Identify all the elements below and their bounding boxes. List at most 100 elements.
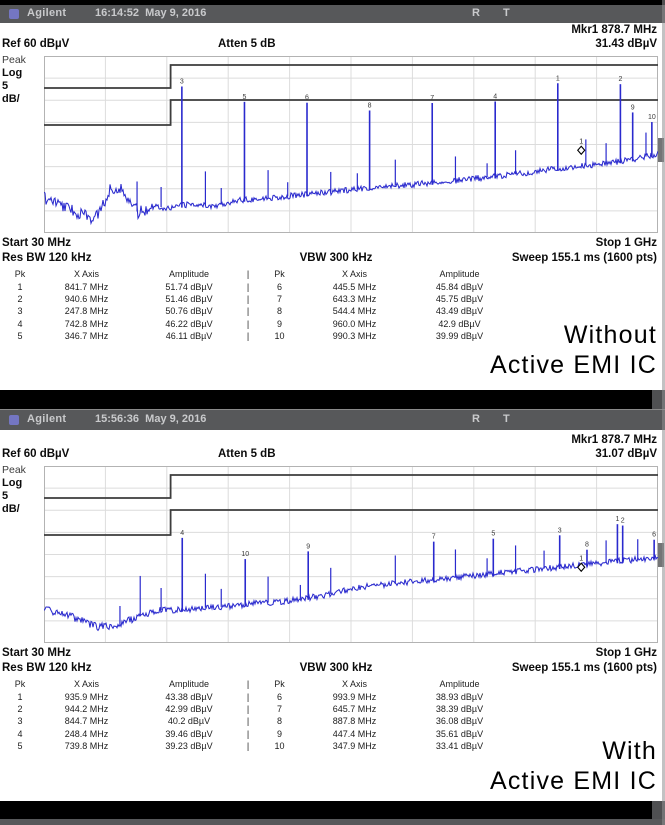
table-row: 5 739.8 MHz 39.23 dBµV | 10 347.9 MHz 33.41 dB… xyxy=(6,740,546,752)
analyzer-screenshot-without: Agilent 16:14:52 May 9, 2016 R T Mkr1 87… xyxy=(0,0,665,390)
peak-table-cell: 844.7 MHz xyxy=(64,716,109,727)
brand-label: Agilent xyxy=(27,413,67,425)
peak-number-label: 5 xyxy=(491,531,495,538)
peak-table-without: Pk X Axis Amplitude | Pk X Axis Amplitude 1 841.… xyxy=(6,268,546,342)
peak-table-header: Pk X Axis Amplitude | Pk X Axis Amplitude xyxy=(6,678,546,690)
peak-table-cell: 993.9 MHz xyxy=(332,691,377,702)
peak-number-label: 9 xyxy=(306,543,310,550)
bottom-black-bar xyxy=(0,801,665,819)
peak-number-label: 8 xyxy=(585,542,589,549)
marker-readout-amp: 31.43 dBµV xyxy=(595,38,657,50)
resbw-label: Res BW 120 kHz xyxy=(2,252,92,264)
marker-readout-freq: Mkr1 878.7 MHz xyxy=(571,24,657,36)
limit-line xyxy=(44,64,658,89)
peak-table-cell: 445.5 MHz xyxy=(332,281,377,292)
peak-table-cell: 9 xyxy=(276,318,282,329)
stop-freq-label: Stop 1 GHz xyxy=(595,237,657,249)
sweep-label: Sweep 155.1 ms (1600 pts) xyxy=(511,662,657,674)
peak-number-label: 4 xyxy=(180,530,184,537)
peak-number-label: 7 xyxy=(430,95,434,102)
scale-value-label: 5 xyxy=(2,80,9,92)
scale-unit-label: dB/ xyxy=(2,503,20,515)
peak-table-with: Pk X Axis Amplitude | Pk X Axis Amplitude 1 935.… xyxy=(6,678,546,752)
log-scale-label: Log xyxy=(2,477,23,489)
peak-table-cell: 43.49 dBµV xyxy=(435,306,484,317)
peak-table-cell: 8 xyxy=(276,716,282,727)
peak-table-cell: 33.41 dBµV xyxy=(435,741,484,752)
peak-table-cell: | xyxy=(246,691,250,702)
peak-table-cell: 742.8 MHz xyxy=(64,318,109,329)
peak-table-cell: 347.9 MHz xyxy=(332,741,377,752)
noise-floor-trace xyxy=(44,151,658,226)
peak-table-cell: 50.76 dBµV xyxy=(165,306,213,317)
peak-table-header-cell: X Axis xyxy=(73,679,99,690)
status-flag-t: T xyxy=(503,7,510,19)
peak-number-label: 7 xyxy=(432,534,436,541)
vbw-label: VBW 300 kHz xyxy=(299,252,373,264)
peak-table-cell: 46.11 dBµV xyxy=(165,331,213,342)
caption-without: Without Active EMI IC xyxy=(490,320,657,380)
peak-table-cell: 43.38 dBµV xyxy=(165,691,213,702)
peak-table-header-cell: Amplitude xyxy=(168,269,210,280)
peak-table-cell: 841.7 MHz xyxy=(64,281,109,292)
peak-table-cell: 5 xyxy=(17,741,23,752)
sweep-label: Sweep 155.1 ms (1600 pts) xyxy=(511,252,657,264)
peak-number-label: 3 xyxy=(180,78,184,85)
peak-number-label: 6 xyxy=(652,532,656,539)
peak-table-cell: 42.99 dBµV xyxy=(165,703,213,714)
peak-table-cell: | xyxy=(246,728,250,739)
caption-line-1: Without xyxy=(563,321,657,349)
peak-table-cell: 990.3 MHz xyxy=(332,331,377,342)
time-text: 16:14:52 xyxy=(95,7,140,19)
table-row: 2 940.6 MHz 51.46 dBµV | 7 643.3 MHz 45.75 dBµ… xyxy=(6,293,546,305)
atten-label: Atten 5 dB xyxy=(218,448,276,460)
peak-table-header-cell: Pk xyxy=(14,679,26,690)
caption-line-2: Active EMI IC xyxy=(489,767,657,795)
peak-table-cell: 51.74 dBµV xyxy=(165,281,213,292)
peak-table-cell: 248.4 MHz xyxy=(64,728,109,739)
agilent-logo-icon xyxy=(9,415,19,425)
peak-table-cell: 6 xyxy=(276,281,282,292)
peak-table-cell: 935.9 MHz xyxy=(64,691,109,702)
peak-number-label: 10 xyxy=(648,114,656,121)
limit-line xyxy=(44,474,658,499)
peak-table-cell: 447.4 MHz xyxy=(332,728,377,739)
timestamp: 16:14:52 May 9, 2016 xyxy=(95,7,206,19)
detector-label: Peak xyxy=(2,54,26,66)
peak-table-cell: 2 xyxy=(17,293,23,304)
peak-table-cell: 38.39 dBµV xyxy=(435,703,484,714)
peak-table-cell: 10 xyxy=(274,741,285,752)
peak-number-label: 8 xyxy=(368,102,372,109)
graticule-border xyxy=(44,56,658,233)
scrollbar-thumb[interactable] xyxy=(658,138,664,162)
bottom-gray-strip xyxy=(0,819,665,825)
agilent-logo-icon xyxy=(9,9,19,19)
date-text: May 9, 2016 xyxy=(145,7,207,19)
peak-table-cell: | xyxy=(246,306,250,317)
peak-table-cell: 39.99 dBµV xyxy=(435,331,484,342)
table-row: 1 841.7 MHz 51.74 dBµV | 6 445.5 MHz 45.84 dBµ… xyxy=(6,280,546,292)
scrollbar-thumb[interactable] xyxy=(658,543,664,567)
peak-table-cell: 9 xyxy=(276,728,282,739)
peak-table-header: Pk X Axis Amplitude | Pk X Axis Amplitude xyxy=(6,268,546,280)
bottom-bar-notch xyxy=(652,801,665,819)
peak-table-header-cell: | xyxy=(246,679,250,690)
peak-table-header-cell: Amplitude xyxy=(439,269,480,280)
peak-table-cell: 960.0 MHz xyxy=(332,318,377,329)
marker-number-label: 1 xyxy=(579,555,583,562)
vbw-label: VBW 300 kHz xyxy=(299,662,373,674)
peak-table-cell: 5 xyxy=(17,331,23,342)
peak-number-label: 6 xyxy=(305,95,309,102)
status-flag-r: R xyxy=(472,7,480,19)
peak-table-cell: 3 xyxy=(17,306,23,317)
peak-table-cell: | xyxy=(246,293,250,304)
resbw-label: Res BW 120 kHz xyxy=(2,662,92,674)
peak-table-cell: | xyxy=(246,318,250,329)
peak-table-cell: 39.23 dBµV xyxy=(165,741,213,752)
marker-readout-amp: 31.07 dBµV xyxy=(595,448,657,460)
peak-table-cell: 887.8 MHz xyxy=(332,716,377,727)
peak-table-header-cell: Amplitude xyxy=(168,679,210,690)
peak-table-cell: 45.75 dBµV xyxy=(435,293,484,304)
peak-table-cell: 7 xyxy=(276,293,282,304)
